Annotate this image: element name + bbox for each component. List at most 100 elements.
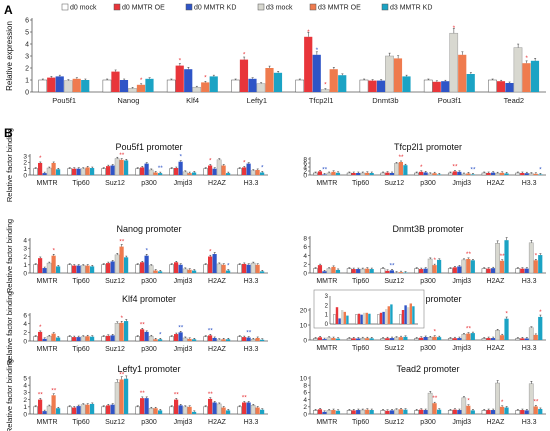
bar-lefty1-s2 [248,78,257,92]
x-tick-label: Jmjd3 [452,180,471,187]
bar-h2az-s0 [481,338,487,341]
bar-p300-s0 [135,168,140,176]
bar-h2az-s5 [504,240,509,273]
x-tick-label: MMTR [37,278,58,285]
y-tick-label: 1 [25,77,29,84]
inset-bar [404,305,407,324]
significance-star: * [179,154,182,161]
legend-label: d3 mock [266,5,293,12]
y-tick-label: 2 [23,160,27,167]
bar-h3-3-s4 [533,173,538,175]
significance-star: ** [533,398,539,405]
x-tick-label: MMTR [37,180,58,187]
bar-h3-3-s0 [237,168,242,176]
y-tick-label: 20 [300,307,308,314]
bar-jmjd3-s5 [470,174,475,175]
bar-h3-3-s5 [260,271,265,273]
bar-jmjd3-s2 [457,266,462,273]
bar-suz12-s5 [403,336,408,340]
significance-star: * [145,248,148,255]
bar-mmtr-s2 [322,339,327,340]
bar-dnmt3b-s2 [376,80,386,92]
bar-h2az-s4 [499,172,505,175]
bar-jmjd3-s3 [182,171,188,176]
bar-suz12-s1 [106,263,111,273]
significance-star: * [243,52,246,59]
significance-star: ** [140,321,146,328]
bar-suz12-s3 [394,337,399,341]
y-tick-label: 3 [25,53,29,60]
bar-h3-3-s2 [524,173,529,175]
x-tick-label: H2AZ [486,278,505,285]
significance-star: * [307,29,310,36]
bar-jmjd3-s4 [466,259,471,273]
bar-suz12-s3 [114,322,120,342]
bar-jmjd3-s4 [187,173,192,175]
bar-jmjd3-s0 [447,410,453,415]
bar-h3-3-s1 [242,402,247,414]
bar-suz12-s2 [110,335,115,341]
bar-mmtr-s3 [46,405,52,415]
bar-h3-3-s3 [528,327,534,341]
significance-star: * [243,159,246,166]
bar-mmtr-s1 [317,337,323,340]
bar-dnmt3b-s5 [402,76,411,92]
chart-title: Klf4 promoter [122,294,176,304]
bar-h3-3-s4 [255,407,260,414]
shared-y-label-row-1: Relative factor binding [5,128,14,202]
x-tick-label: H3.3 [244,278,259,285]
bar-suz12-s2 [389,410,394,414]
bar-h2az-s3 [216,263,222,274]
bar-jmjd3-s1 [452,338,457,340]
bar-tip60-s2 [356,173,361,175]
x-tick-label: Tfcp2l1 [309,96,334,105]
bar-klf4-s1 [175,65,184,92]
bar-p300-s0 [135,406,140,415]
x-tick-label: p300 [420,278,436,285]
y-tick-label: 0 [303,270,307,277]
bar-h3-3-s3 [250,405,256,415]
bar-tip60-s3 [360,409,366,415]
bar-suz12-s1 [106,166,111,175]
bar-h3-3-s2 [246,402,251,414]
panel-label-b: B [4,126,13,140]
y-axis-label: Relative expression [5,21,14,91]
bar-pou5f1-s3 [63,80,73,93]
bar-p300-s4 [153,172,158,175]
bar-jmjd3-s0 [169,336,174,342]
x-tick-label: p300 [141,346,157,353]
inset-bar [368,313,371,324]
bar-p300-s1 [140,398,145,414]
bar-h2az-s4 [499,260,505,273]
bar-lefty1-s5 [273,72,283,92]
bar-mmtr-s4 [331,171,336,175]
x-tick-label: H2AZ [208,346,227,353]
y-tick-label: 4 [25,41,29,48]
bar-h2az-s1 [208,398,213,414]
x-tick-label: Pou5f1 [52,96,76,105]
significance-star: * [433,329,436,336]
bar-mmtr-s4 [331,266,336,273]
bar-jmjd3-s5 [470,333,475,340]
bar-suz12-s5 [124,257,129,273]
bar-mmtr-s1 [38,258,43,273]
bar-jmjd3-s2 [178,332,183,341]
bar-jmjd3-s5 [192,339,197,341]
bar-h2az-s1 [486,410,491,414]
bar-jmjd3-s5 [470,260,475,273]
y-tick-label: 10 [300,375,308,382]
bar-h3-3-s4 [255,264,260,273]
x-tick-label: Tead2 [504,96,524,105]
bar-jmjd3-s3 [182,268,188,274]
chart-title: Dnmt3B promoter [392,224,463,234]
bar-tip60-s1 [72,168,77,175]
significance-star: * [179,58,182,65]
y-tick-label: 6 [23,312,27,319]
bar-tip60-s5 [369,338,374,340]
bar-suz12-s2 [389,270,394,273]
bar-tip60-s0 [346,410,352,415]
bar-mmtr-s5 [56,169,61,175]
legend: d0 mock d0 MMTR OE d0 MMTR KD d3 mock d3 MMT… [61,3,432,12]
bar-tip60-s1 [351,410,356,414]
